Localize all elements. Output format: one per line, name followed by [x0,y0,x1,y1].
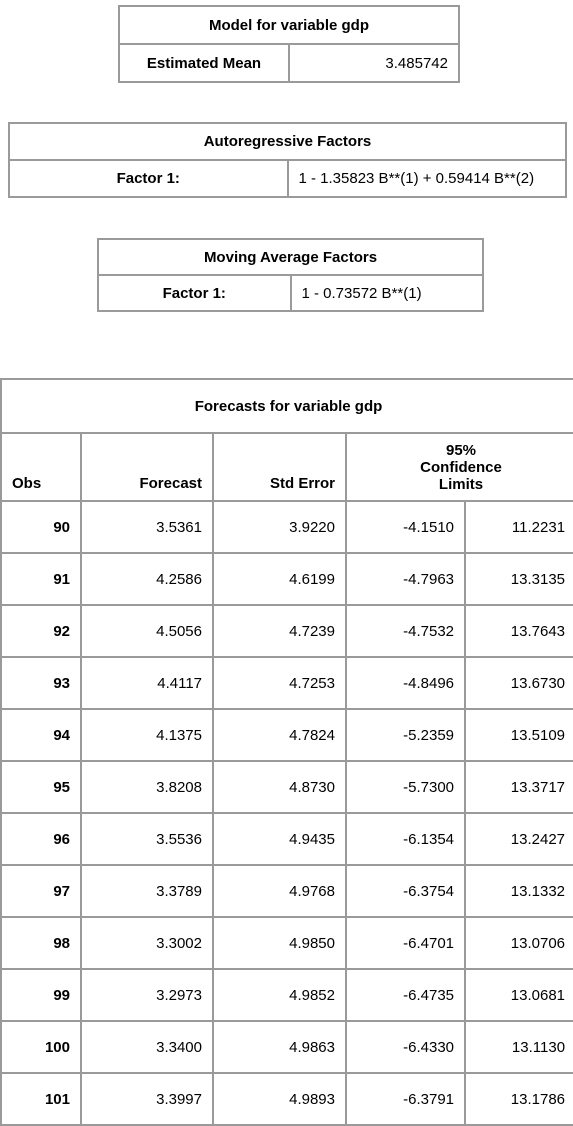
table-title: Autoregressive Factors [8,122,567,161]
row: 99 3.2973 4.9852 -6.4735 13.0681 [0,968,573,1022]
row-label: 96 [0,812,82,866]
cell: 4.7239 [212,604,347,658]
cell: 4.7253 [212,656,347,710]
cell: 3.3789 [80,864,214,918]
row-label: Estimated Mean [118,43,290,83]
table-title: Forecasts for variable gdp [0,378,573,434]
row-label: Factor 1: [97,274,292,312]
cell: 3.2973 [80,968,214,1022]
cell: 4.8730 [212,760,347,814]
row-label: 101 [0,1072,82,1126]
limits-header: 95% Confidence Limits [420,441,502,493]
row: 100 3.3400 4.9863 -6.4330 13.1130 [0,1020,573,1074]
cell: 3.3002 [80,916,214,970]
cell: 13.5109 [463,708,573,762]
row-label: 97 [0,864,82,918]
column-header: Obs [0,432,82,502]
cell: 4.2586 [80,552,214,606]
cell: -4.7532 [345,604,466,658]
cell: 1 - 0.73572 B**(1) [289,274,484,312]
cell: 4.4117 [80,656,214,710]
row: 101 3.3997 4.9893 -6.3791 13.1786 [0,1072,573,1126]
cell: -6.3791 [345,1072,466,1126]
cell: 3.5536 [80,812,214,866]
row-label: Factor 1: [8,159,289,198]
row-label: 93 [0,656,82,710]
cell: 4.9863 [212,1020,347,1074]
cell: 13.0706 [463,916,573,970]
cell: 13.2427 [463,812,573,866]
forecast-table: Forecasts for variable gdp Obs Forecast St… [0,378,573,1126]
row: 93 4.4117 4.7253 -4.8496 13.6730 [0,656,573,710]
cell: 4.9768 [212,864,347,918]
cell: 3.5361 [80,500,214,554]
row: 90 3.5361 3.9220 -4.1510 11.2231 [0,500,573,554]
cell: -4.1510 [345,500,466,554]
cell: -4.8496 [345,656,466,710]
cell: 13.6730 [463,656,573,710]
cell: 13.1786 [463,1072,573,1126]
cell: -5.2359 [345,708,466,762]
cell: -6.4735 [345,968,466,1022]
row-label: 94 [0,708,82,762]
row: 97 3.3789 4.9768 -6.3754 13.1332 [0,864,573,918]
column-header: Std Error [212,432,347,502]
cell: 13.0681 [463,968,573,1022]
cell: -4.7963 [345,552,466,606]
row-label: 90 [0,500,82,554]
row-label: 100 [0,1020,82,1074]
ma-table: Moving Average Factors Factor 1: 1 - 0.73… [97,238,484,312]
cell: 4.1375 [80,708,214,762]
table-title: Moving Average Factors [97,238,484,276]
row-label: 91 [0,552,82,606]
row: 94 4.1375 4.7824 -5.2359 13.5109 [0,708,573,762]
cell: 4.9435 [212,812,347,866]
ar-table: Autoregressive Factors Factor 1: 1 - 1.35… [8,122,567,198]
model-table: Model for variable gdp Estimated Mean 3.4… [118,5,460,83]
row: 92 4.5056 4.7239 -4.7532 13.7643 [0,604,573,658]
row: 91 4.2586 4.6199 -4.7963 13.3135 [0,552,573,606]
cell: 3.3400 [80,1020,214,1074]
row: 96 3.5536 4.9435 -6.1354 13.2427 [0,812,573,866]
row-label: 92 [0,604,82,658]
cell: 11.2231 [463,500,573,554]
cell: 4.6199 [212,552,347,606]
cell: 13.1332 [463,864,573,918]
column-header: Forecast [80,432,214,502]
cell: 13.1130 [463,1020,573,1074]
cell: 13.3717 [463,760,573,814]
table-title: Model for variable gdp [118,5,460,45]
cell: -6.4701 [345,916,466,970]
cell: 4.9850 [212,916,347,970]
cell: -6.3754 [345,864,466,918]
cell: 1 - 1.35823 B**(1) + 0.59414 B**(2) [286,159,567,198]
column-header: 95% Confidence Limits [344,432,573,502]
cell: 4.9893 [212,1072,347,1126]
row-label: 95 [0,760,82,814]
row-label: 99 [0,968,82,1022]
cell: -5.7300 [345,760,466,814]
row: 95 3.8208 4.8730 -5.7300 13.3717 [0,760,573,814]
cell: 3.8208 [80,760,214,814]
cell: 4.7824 [212,708,347,762]
row: 98 3.3002 4.9850 -6.4701 13.0706 [0,916,573,970]
cell: 3.9220 [212,500,347,554]
cell: -6.4330 [345,1020,466,1074]
row-label: 98 [0,916,82,970]
cell: 13.3135 [463,552,573,606]
cell: 3.485742 [288,43,460,83]
cell: 4.9852 [212,968,347,1022]
cell: 3.3997 [80,1072,214,1126]
cell: 13.7643 [463,604,573,658]
cell: -6.1354 [345,812,466,866]
cell: 4.5056 [80,604,214,658]
